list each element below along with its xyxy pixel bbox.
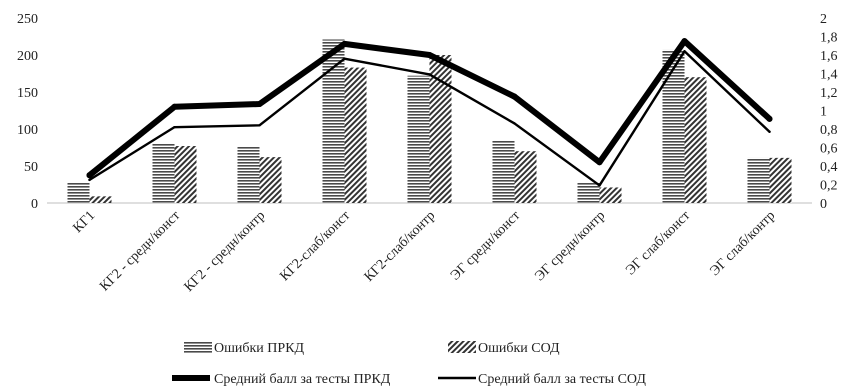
- y-right-tick-label: 0,4: [820, 160, 838, 175]
- point-avg-score-sod: [173, 125, 176, 129]
- y-right-tick-label: 0,8: [820, 123, 838, 138]
- bar-errors-prkd: [577, 183, 600, 203]
- bar-errors-prkd: [67, 182, 90, 203]
- y-right-tick-label: 1,6: [820, 49, 838, 64]
- bar-errors-sod: [514, 151, 537, 203]
- point-avg-score-prkd: [596, 159, 603, 166]
- legend-errors-sod: Ошибки СОД: [448, 341, 560, 356]
- bar-errors-prkd: [237, 146, 260, 203]
- point-avg-score-sod: [513, 122, 516, 125]
- legend-avg-score-sod-label: Средний балл за тесты СОД: [478, 372, 646, 387]
- y-right-tick-label: 0: [820, 197, 827, 212]
- bar-errors-prkd: [747, 157, 770, 203]
- y-left-tick-label: 250: [17, 12, 38, 27]
- bar-errors-sod: [769, 157, 792, 203]
- point-avg-score-prkd: [341, 40, 348, 47]
- category-label: ЭГ слаб/контр: [708, 208, 779, 279]
- point-avg-score-prkd: [86, 172, 93, 179]
- legend-errors-prkd-swatch: [184, 341, 212, 353]
- y-right-tick-label: 0,6: [820, 142, 838, 157]
- legend-errors-prkd-label: Ошибки ПРКД: [214, 341, 305, 356]
- y-left-tick-label: 0: [31, 197, 38, 212]
- point-avg-score-prkd: [171, 103, 178, 110]
- y-left-tick-label: 200: [17, 49, 38, 64]
- bar-errors-sod: [89, 196, 112, 203]
- bar-errors-prkd: [662, 49, 685, 203]
- y-right-tick-label: 0,2: [820, 179, 838, 194]
- bar-errors-prkd: [322, 39, 345, 204]
- category-label: ЭГ слаб/конст: [623, 208, 693, 278]
- point-avg-score-sod: [258, 124, 261, 127]
- point-avg-score-sod: [428, 73, 431, 76]
- point-avg-score-prkd: [511, 93, 518, 100]
- category-label: КГ2-слаб/контр: [362, 208, 439, 285]
- legend: Ошибки ПРКД Ошибки СОД Средний балл за тес…: [172, 341, 646, 387]
- legend-errors-sod-label: Ошибки СОД: [478, 341, 560, 356]
- point-avg-score-prkd: [681, 38, 688, 45]
- legend-errors-sod-swatch: [448, 341, 476, 353]
- category-label: КГ2 - средн/конст: [97, 208, 183, 294]
- axes: 0 50 100 150 200 250 0 0,2 0,4 0,6 0,8 1 1,2 1,4 1,6 1,…: [17, 12, 838, 212]
- point-avg-score-prkd: [256, 101, 263, 108]
- bar-errors-prkd: [407, 75, 430, 203]
- bar-errors-sod: [259, 157, 282, 203]
- point-avg-score-sod: [598, 184, 601, 187]
- point-avg-score-sod: [683, 50, 686, 53]
- category-label: КГ1: [70, 208, 98, 236]
- point-avg-score-sod: [343, 57, 346, 60]
- category-label: ЭГ средн/контр: [532, 208, 608, 284]
- bar-errors-sod: [344, 67, 367, 203]
- y-right-tick-label: 2: [820, 12, 827, 27]
- y-right-tick-label: 1,8: [820, 31, 838, 46]
- y-right-tick-label: 1: [820, 105, 827, 120]
- bar-errors-sod: [429, 55, 452, 203]
- bar-errors-prkd: [492, 140, 515, 203]
- category-label: КГ2-слаб/конст: [277, 208, 353, 284]
- y-right-tick-label: 1,2: [820, 86, 838, 101]
- bars: [67, 39, 792, 204]
- legend-avg-score-sod: Средний балл за тесты СОД: [438, 372, 646, 387]
- lines: [86, 38, 773, 187]
- category-label: КГ2 - средн/контр: [182, 208, 269, 295]
- bar-errors-sod: [599, 187, 622, 203]
- legend-errors-prkd: Ошибки ПРКД: [184, 341, 305, 356]
- legend-avg-score-prkd: Средний балл за тесты ПРКД: [172, 372, 391, 387]
- point-avg-score-sod: [88, 178, 91, 182]
- point-avg-score-prkd: [426, 52, 433, 58]
- y-left-tick-label: 50: [24, 160, 38, 175]
- point-avg-score-sod: [768, 130, 771, 133]
- y-right-tick-label: 1,4: [820, 68, 838, 83]
- category-label: ЭГ средн/конст: [448, 208, 523, 283]
- point-avg-score-prkd: [766, 115, 773, 122]
- y-left-tick-label: 100: [17, 123, 38, 138]
- bar-errors-sod: [174, 146, 197, 203]
- bar-errors-prkd: [152, 143, 175, 203]
- y-left-tick-label: 150: [17, 86, 38, 101]
- legend-avg-score-prkd-label: Средний балл за тесты ПРКД: [214, 372, 391, 387]
- bar-errors-sod: [684, 77, 707, 203]
